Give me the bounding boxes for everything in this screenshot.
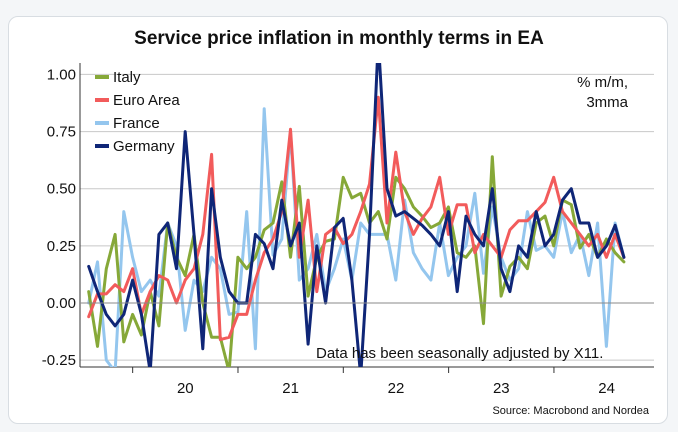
chart-card: Service price inflation in monthly terms… (8, 16, 668, 424)
y-axis-ticks: 1.00 0.75 0.50 0.25 0.00 -0.25 (42, 66, 76, 369)
series-line-germany (87, 63, 626, 367)
chart-canvas: Service price inflation in monthly terms… (42, 28, 654, 417)
chart-title: Service price inflation in monthly terms… (134, 28, 544, 49)
series-lines (80, 63, 654, 367)
y-tick-label: 0.00 (47, 295, 76, 312)
legend-label: Italy (113, 69, 141, 86)
y-tick-label: 0.25 (47, 238, 76, 255)
x-tick-label: 20 (177, 380, 194, 397)
y-tick-label: 0.75 (47, 124, 76, 141)
legend-label: France (113, 115, 160, 132)
legend-label: Euro Area (113, 92, 180, 109)
y-tick-label: 1.00 (47, 66, 76, 83)
x-tick-label: 22 (388, 380, 405, 397)
seasonal-adjustment-note: Data has been seasonally adjusted by X11… (316, 345, 603, 362)
x-tick-label: 23 (493, 380, 510, 397)
legend-label: Germany (113, 138, 175, 155)
x-tick-label: 21 (282, 380, 299, 397)
source-note: Source: Macrobond and Nordea (492, 405, 649, 417)
x-axis: 20 21 22 23 24 (79, 63, 654, 397)
y-tick-label: 0.50 (47, 181, 76, 198)
x-tick-label: 24 (598, 380, 615, 397)
legend: Italy Euro Area France Germany (95, 69, 180, 155)
y-tick-label: -0.25 (42, 352, 76, 369)
unit-label-line1: % m/m, (577, 74, 628, 91)
unit-label-line2: 3mma (586, 94, 628, 111)
